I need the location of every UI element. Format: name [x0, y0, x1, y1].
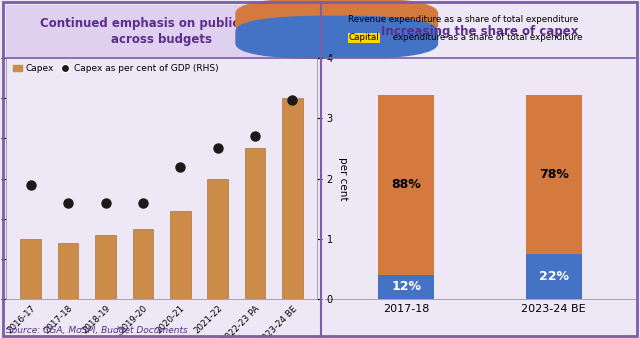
Legend: Capex, Capex as per cent of GDP (RHS): Capex, Capex as per cent of GDP (RHS) — [11, 63, 220, 75]
Text: 12%: 12% — [391, 280, 421, 293]
Bar — [132, 229, 153, 299]
Bar — [378, 274, 435, 299]
Bar — [20, 239, 41, 299]
Bar — [170, 211, 191, 299]
Text: Revenue expenditure as a share of total expenditure: Revenue expenditure as a share of total … — [348, 15, 579, 24]
Text: 88%: 88% — [392, 178, 421, 191]
Bar — [282, 98, 303, 299]
Text: expenditure as a share of total expenditure: expenditure as a share of total expendit… — [390, 33, 582, 42]
Text: Increasing the share of capex: Increasing the share of capex — [381, 25, 579, 38]
Bar — [525, 254, 582, 299]
Bar — [207, 178, 228, 299]
FancyBboxPatch shape — [236, 16, 438, 59]
Text: Source: CGA, MoSPI, Budget Documents: Source: CGA, MoSPI, Budget Documents — [6, 325, 188, 335]
Text: 22%: 22% — [539, 270, 569, 283]
Text: 78%: 78% — [539, 168, 569, 181]
FancyBboxPatch shape — [236, 0, 438, 41]
Bar — [525, 95, 582, 254]
Bar — [378, 95, 435, 274]
Text: Continued emphasis on public capex
across budgets: Continued emphasis on public capex acros… — [40, 17, 283, 46]
Y-axis label: per cent: per cent — [339, 157, 348, 200]
Bar — [95, 235, 116, 299]
Bar — [245, 148, 266, 299]
Bar — [58, 243, 78, 299]
Text: Capital: Capital — [348, 33, 379, 42]
